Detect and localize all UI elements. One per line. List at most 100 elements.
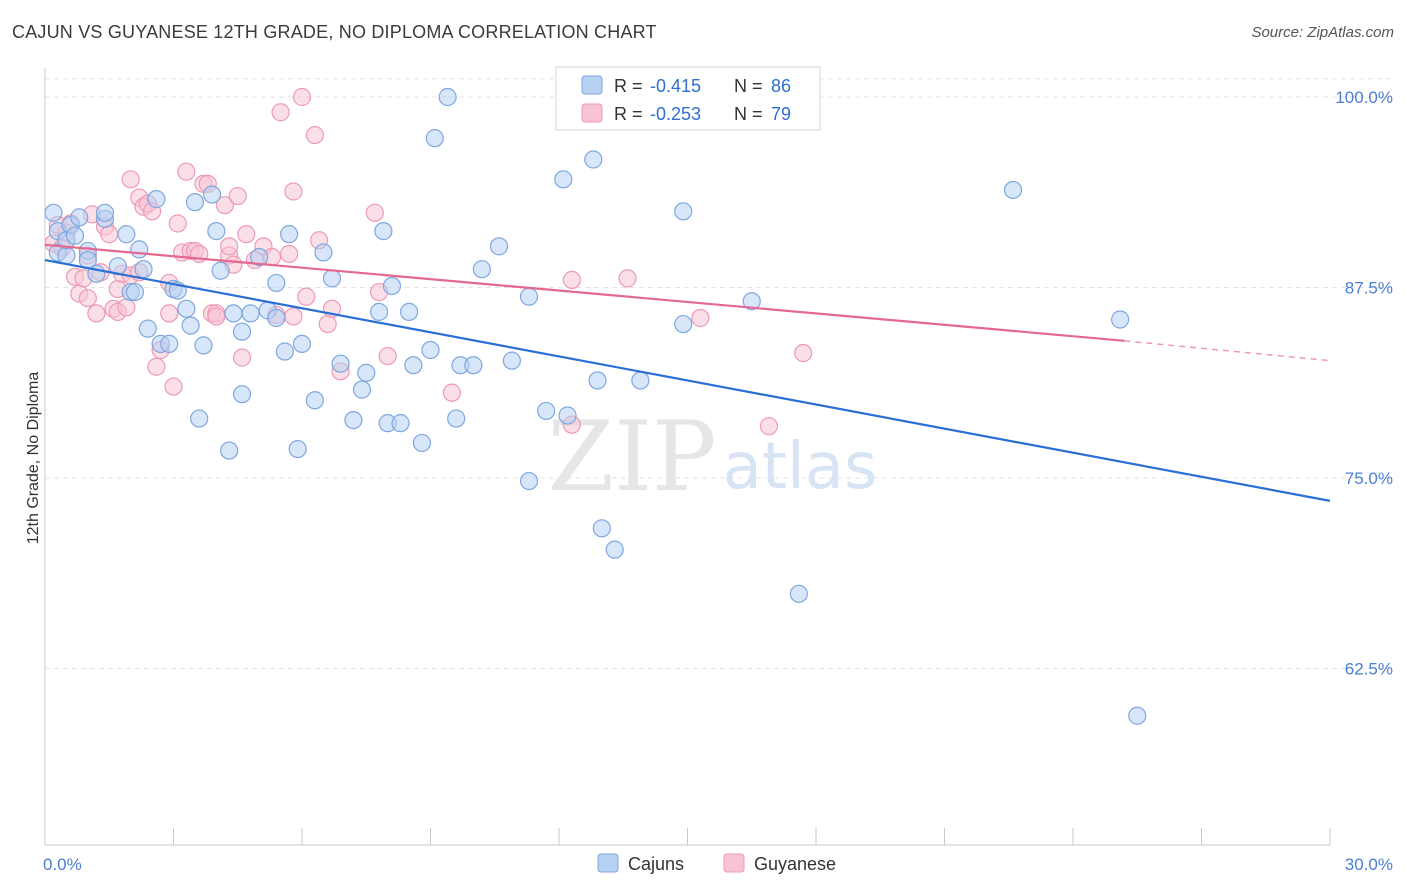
guyanese-point-65 [365,203,384,222]
legend-r-value-guyanese: -0.253 [650,104,701,124]
cajuns-point-83 [789,584,808,603]
cajuns-point-36 [232,385,252,404]
x-ticks [173,828,1331,845]
cajuns-point-35 [232,322,252,341]
cajuns-point-64 [447,409,466,428]
cajuns-point-73 [554,170,573,189]
cajuns-point-63 [438,87,457,107]
guyanese-point-48 [232,348,252,367]
cajuns-point-59 [404,356,423,375]
cajuns-point-30 [202,185,222,204]
guyanese-point-32 [168,214,187,233]
cajuns-point-51 [352,380,372,399]
grid-lines [45,78,1393,669]
guyanese-point-14 [100,225,119,244]
guyanese-point-71 [618,269,637,288]
cajuns-point-42 [275,342,294,361]
guyanese-point-34 [177,162,196,181]
cajuns-point-86 [1128,706,1147,725]
guyanese-point-58 [292,87,312,107]
cajuns-point-58 [399,302,419,321]
cajuns-point-67 [472,260,491,279]
chart-source: Source: ZipAtlas.com [1251,24,1394,41]
guyanese-point-27 [147,357,166,376]
cajuns-point-52 [357,363,376,382]
cajuns-point-6 [65,226,85,245]
cajuns-point-66 [464,356,483,375]
legend-r-label-guyanese: R = [614,104,643,124]
guyanese-point-74 [794,343,813,363]
guyanese-point-43 [215,196,234,215]
legend-r-label-cajuns: R = [614,76,643,96]
guyanese-point-49 [237,225,256,244]
cajuns-point-0 [44,203,63,222]
cajuns-point-79 [631,371,650,390]
guyanese-point-72 [691,308,710,328]
guyanese-point-73 [759,417,778,436]
cajuns-point-32 [211,261,230,280]
cajuns-point-71 [519,287,539,306]
cajuns-point-18 [134,260,153,279]
cajuns-point-14 [117,225,136,244]
legend-n-value-guyanese: 79 [771,104,791,124]
bottom-legend-swatch-guyanese [723,853,745,873]
cajuns-point-34 [224,304,243,323]
cajuns-point-69 [502,351,521,370]
legend-r-value-cajuns: -0.415 [650,76,701,96]
cajuns-point-40 [267,308,286,328]
cajuns-point-47 [314,243,333,262]
legend-swatch-cajuns [581,75,603,95]
cajuns-point-60 [412,433,432,453]
guyanese-point-60 [305,126,324,145]
bottom-legend: Cajuns Guyanese [597,853,836,874]
cajuns-trend-line [44,258,1331,502]
guyanese-point-67 [378,346,397,366]
cajuns-point-25 [177,299,196,318]
guyanese-point-54 [271,103,290,122]
cajuns-point-78 [605,540,624,559]
cajuns-point-31 [207,222,226,241]
watermark-atlas: atlas [723,430,878,504]
cajuns-point-17 [130,240,149,259]
cajuns-point-22 [160,334,179,353]
guyanese-point-55 [280,244,299,264]
cajuns-point-81 [674,314,693,334]
cajuns-point-38 [250,247,269,267]
cajuns-point-43 [280,225,299,244]
cajuns-point-44 [288,439,307,459]
cajuns-point-45 [292,334,312,353]
cajuns-point-76 [588,371,607,390]
cajuns-point-72 [537,401,556,421]
cajuns-point-48 [322,269,342,288]
guyanese-point-9 [78,289,97,308]
guyanese-point-31 [164,377,183,396]
guyanese-point-47 [228,186,247,206]
cajuns-point-77 [592,519,611,538]
y-tick-label-2: 87.5% [1345,279,1393,298]
cajuns-point-70 [519,471,539,491]
trend-lines [44,243,1331,502]
y-axis-label: 12th Grade, No Diploma [25,372,42,545]
cajuns-point-27 [185,193,205,212]
cajuns-point-68 [489,237,509,256]
cajuns-point-49 [331,354,350,373]
stats-legend: R = -0.415 N = 86 R = -0.253 N = 79 [555,66,821,131]
guyanese-point-59 [297,287,316,306]
cajuns-point-7 [70,208,89,227]
guyanese-point-30 [160,304,179,323]
legend-n-value-cajuns: 86 [771,76,791,96]
cajuns-point-46 [305,391,324,410]
bottom-legend-label-cajuns: Cajuns [628,854,684,874]
cajuns-point-20 [147,190,166,209]
cajuns-point-12 [95,203,115,222]
cajuns-point-54 [374,222,393,241]
guyanese-point-62 [318,314,337,334]
chart-title: CAJUN VS GUYANESE 12TH GRADE, NO DIPLOMA… [12,22,657,42]
watermark: ZIP atlas [547,401,877,513]
cajuns-point-80 [674,202,693,221]
bottom-legend-label-guyanese: Guyanese [754,854,836,874]
y-tick-labels: 62.5% 75.0% 87.5% 100.0% [1335,88,1393,679]
cajuns-point-29 [194,336,213,355]
x-tick-label-max: 30.0% [1345,855,1393,874]
